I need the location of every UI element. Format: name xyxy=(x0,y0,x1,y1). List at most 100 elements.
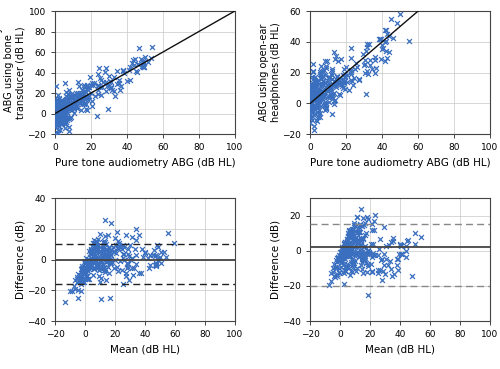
Point xyxy=(359,51,367,57)
Point xyxy=(344,250,352,256)
Point xyxy=(89,240,97,246)
Point xyxy=(88,251,96,257)
Point xyxy=(60,108,68,114)
Point xyxy=(90,260,98,266)
Point xyxy=(67,107,75,113)
Point xyxy=(332,259,340,265)
Point xyxy=(82,264,90,270)
Point xyxy=(60,121,68,127)
Point xyxy=(355,76,363,82)
Point xyxy=(53,97,61,103)
Point xyxy=(140,59,147,65)
Point xyxy=(332,82,340,88)
Point xyxy=(104,248,112,254)
Point xyxy=(382,55,390,61)
Point xyxy=(370,218,378,224)
Point xyxy=(312,81,320,87)
Point xyxy=(140,65,148,70)
Point xyxy=(341,242,349,248)
Point xyxy=(338,246,346,252)
Point xyxy=(417,234,425,239)
Point xyxy=(333,263,341,269)
Point xyxy=(84,276,92,282)
Point xyxy=(339,255,347,261)
Point xyxy=(98,84,106,90)
Point xyxy=(58,110,66,116)
Point xyxy=(308,100,316,106)
Point xyxy=(356,250,364,256)
Point xyxy=(101,233,109,239)
Point xyxy=(54,119,62,125)
Point xyxy=(338,244,346,250)
Point xyxy=(356,221,364,227)
Point xyxy=(58,102,66,108)
Y-axis label: Difference (dB): Difference (dB) xyxy=(16,220,26,299)
Point xyxy=(152,263,160,269)
Point xyxy=(113,68,121,74)
Point xyxy=(58,97,66,103)
Point xyxy=(347,239,355,245)
Point xyxy=(78,265,86,271)
Point xyxy=(311,85,319,91)
Point xyxy=(396,242,404,248)
Point xyxy=(368,227,376,232)
Point xyxy=(364,71,372,77)
Point xyxy=(115,77,123,83)
Point xyxy=(352,265,360,271)
Point xyxy=(346,233,354,239)
Point xyxy=(339,72,347,78)
Point xyxy=(57,108,65,114)
Point xyxy=(309,69,317,75)
Point xyxy=(60,105,68,111)
Point xyxy=(332,97,340,103)
Point xyxy=(376,236,384,242)
Point xyxy=(352,250,360,256)
Point xyxy=(156,249,164,255)
Point xyxy=(114,80,122,86)
Point xyxy=(104,106,112,112)
Point xyxy=(386,49,394,55)
Point xyxy=(91,259,99,265)
Point xyxy=(118,266,126,272)
Point xyxy=(314,95,322,101)
Point xyxy=(64,91,72,97)
Point xyxy=(51,124,59,130)
Point xyxy=(118,246,126,252)
Point xyxy=(363,214,371,220)
Point xyxy=(378,46,386,52)
Point xyxy=(62,115,70,121)
Point xyxy=(358,223,366,229)
Point xyxy=(364,251,372,257)
Point xyxy=(58,121,66,127)
Point xyxy=(306,106,314,111)
Point xyxy=(330,49,338,55)
Point xyxy=(322,65,330,71)
Point xyxy=(57,114,65,120)
Point xyxy=(51,105,59,111)
Point xyxy=(320,93,328,99)
Point xyxy=(88,259,96,265)
Point xyxy=(94,87,102,93)
Point xyxy=(318,103,326,108)
Point xyxy=(108,259,116,265)
Point xyxy=(130,62,138,68)
Point xyxy=(382,27,390,32)
Point xyxy=(330,98,338,104)
Point xyxy=(62,99,70,105)
Point xyxy=(83,266,91,272)
Point xyxy=(97,92,105,98)
Point xyxy=(326,94,334,100)
Point xyxy=(356,237,364,242)
Point xyxy=(54,104,62,110)
Point xyxy=(308,93,316,99)
Point xyxy=(128,234,136,239)
Point xyxy=(107,79,115,85)
Point xyxy=(348,269,356,275)
Point xyxy=(364,216,372,222)
Point xyxy=(314,109,322,115)
Point xyxy=(78,93,86,99)
Point xyxy=(83,82,91,87)
Point xyxy=(60,119,68,125)
Point xyxy=(104,232,112,238)
Point xyxy=(346,247,354,253)
